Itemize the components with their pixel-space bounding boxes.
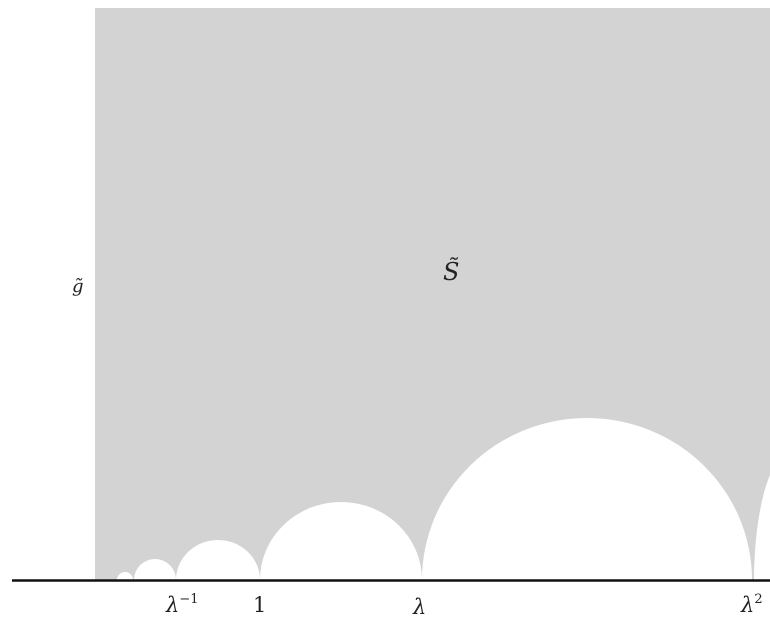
half-disks	[117, 418, 770, 580]
half-disk-lambda-inv-to-1	[176, 540, 260, 580]
tick-label-lambda-squared: λ2	[740, 592, 763, 617]
half-disk-1-to-lambda	[260, 502, 422, 580]
tick-label-lambda-inverse: λ−1	[165, 592, 198, 617]
half-disk-tiny	[117, 572, 133, 580]
region-label: S̃	[443, 258, 459, 286]
half-disk-small	[134, 559, 176, 580]
tick-label-one: 1	[253, 593, 266, 617]
half-disk-lambda-to-lambda-sq	[422, 418, 752, 580]
tick-label-lambda: λ	[412, 595, 426, 619]
half-disk-beyond-lambda-sq	[754, 475, 770, 580]
curve-label: g̃	[72, 276, 84, 297]
